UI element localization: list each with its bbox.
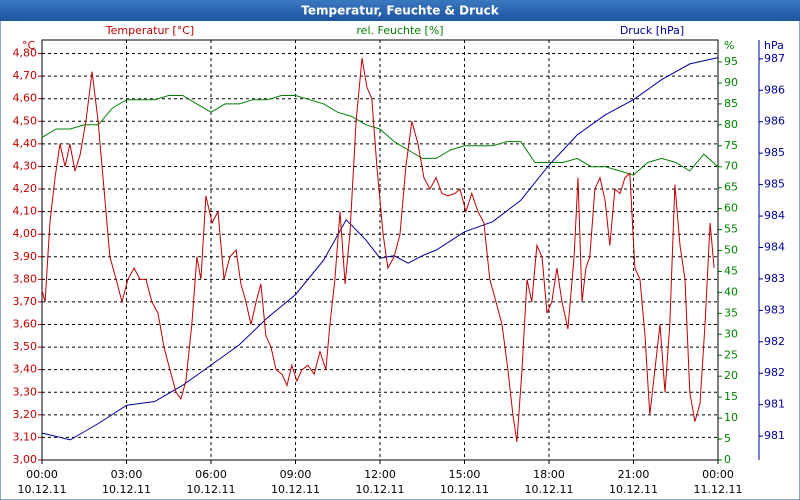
plot-frame (41, 39, 719, 461)
y3-tick-label: 983 (764, 303, 785, 316)
x-tick-date: 10.12.11 (356, 483, 405, 496)
x-tick-date: 10.12.11 (102, 483, 151, 496)
y2-tick-label: 5 (724, 432, 731, 445)
x-tick-label: 00:00 (26, 468, 58, 481)
y-tick-label: 4,10 (13, 205, 38, 218)
y-tick-label: 3,50 (13, 340, 38, 353)
x-tick-label: 12:00 (364, 468, 396, 481)
x-tick-date: 10.12.11 (609, 483, 658, 496)
x-tick-label: 03:00 (111, 468, 143, 481)
y-tick-label: 4,60 (13, 92, 38, 105)
y-tick-label: 3,00 (13, 453, 38, 466)
y2-tick-label: 0 (724, 453, 731, 466)
y3-tick-label: 984 (764, 209, 785, 222)
x-tick-date: 10.12.11 (525, 483, 574, 496)
y2-tick-label: 95 (724, 55, 738, 68)
y-tick-label: 4,40 (13, 137, 38, 150)
y-tick-label: 4,20 (13, 182, 38, 195)
y2-tick-label: 15 (724, 390, 738, 403)
y2-tick-label: 85 (724, 97, 738, 110)
y2-tick-label: 90 (724, 76, 738, 89)
y3-tick-label: 986 (764, 83, 785, 96)
y2-tick-label: 20 (724, 369, 738, 382)
y3-tick-label: 981 (764, 429, 785, 442)
y2-tick-label: 40 (724, 285, 738, 298)
y2-tick-label: 70 (724, 160, 738, 173)
chart-title: Temperatur, Feuchte & Druck (301, 4, 499, 18)
x-tick-date: 10.12.11 (18, 483, 67, 496)
series-line (41, 57, 719, 441)
y3-tick-label: 987 (764, 52, 785, 65)
y3-tick-label: 985 (764, 146, 785, 159)
y-tick-label: 4,30 (13, 159, 38, 172)
y-tick-label: 4,00 (13, 227, 38, 240)
title-bar (0, 0, 800, 21)
y3-tick-label: 986 (764, 115, 785, 128)
y3-axis-title: hPa (764, 39, 784, 52)
y-tick-label: 3,80 (13, 272, 38, 285)
y2-tick-label: 45 (724, 264, 738, 277)
y-tick-label: 3,90 (13, 250, 38, 263)
x-tick-date: 10.12.11 (187, 483, 236, 496)
y-tick-label: 3,40 (13, 363, 38, 376)
x-tick-label: 15:00 (449, 468, 481, 481)
y-axis-title: °C (22, 39, 36, 52)
series-line (41, 95, 719, 176)
y-tick-label: 3,70 (13, 295, 38, 308)
y-tick-label: 4,50 (13, 114, 38, 127)
x-tick-date: 10.12.11 (271, 483, 320, 496)
legend-label: rel. Feuchte [%] (356, 24, 443, 37)
y2-tick-label: 35 (724, 306, 738, 319)
y2-tick-label: 25 (724, 348, 738, 361)
y2-tick-label: 80 (724, 118, 738, 131)
x-tick-date: 10.12.11 (440, 483, 489, 496)
x-tick-label: 06:00 (195, 468, 227, 481)
x-tick-label: 21:00 (618, 468, 650, 481)
y3-tick-label: 981 (764, 398, 785, 411)
y2-tick-label: 55 (724, 223, 738, 236)
x-tick-label: 18:00 (533, 468, 565, 481)
series-line (41, 58, 715, 442)
x-tick-label: 09:00 (280, 468, 312, 481)
y2-tick-label: 50 (724, 244, 738, 257)
y-tick-label: 4,80 (13, 47, 38, 60)
y3-tick-label: 985 (764, 178, 785, 191)
x-tick-date: 11.12.11 (694, 483, 743, 496)
y-tick-label: 3,60 (13, 318, 38, 331)
y-tick-label: 3,20 (13, 408, 38, 421)
y3-tick-label: 983 (764, 272, 785, 285)
y2-tick-label: 65 (724, 181, 738, 194)
legend-label: Druck [hPa] (620, 24, 684, 37)
y2-axis-title: % (724, 39, 734, 52)
y2-tick-label: 75 (724, 139, 738, 152)
y-tick-label: 3,30 (13, 385, 38, 398)
y2-tick-label: 60 (724, 202, 738, 215)
x-tick-label: 00:00 (702, 468, 734, 481)
y3-tick-label: 982 (764, 335, 785, 348)
legend-label: Temperatur [°C] (105, 24, 194, 37)
y3-tick-label: 982 (764, 366, 785, 379)
y-tick-label: 4,70 (13, 69, 38, 82)
y2-tick-label: 10 (724, 411, 738, 424)
y3-tick-label: 984 (764, 240, 785, 253)
y-tick-label: 3,10 (13, 430, 38, 443)
y2-tick-label: 30 (724, 327, 738, 340)
